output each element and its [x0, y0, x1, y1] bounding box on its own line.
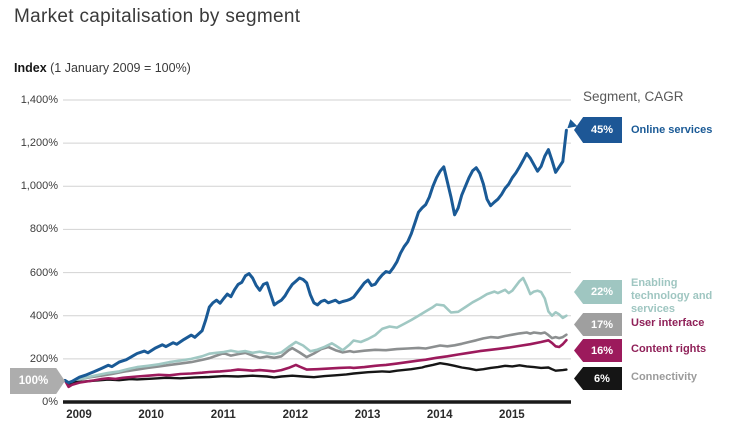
x-tick-label: 2012 [282, 409, 309, 421]
legend-label-user-interface: User interface [631, 317, 705, 329]
y-tick-label: 600% [29, 266, 58, 279]
cagr-tag-online-services: 45% [574, 117, 622, 143]
y-tick-label: 1,000% [20, 180, 58, 193]
x-tick-label: 2015 [499, 409, 525, 421]
axis-note-detail: (1 January 2009 = 100%) [46, 61, 191, 75]
y-tick-label: 1,200% [20, 137, 58, 150]
cagr-tag-enabling-technology-and-services: 22% [574, 280, 622, 304]
cagr-tag-connectivity: 6% [574, 367, 622, 390]
y-tick-label: 400% [29, 309, 58, 322]
cagr-tag-user-interface: 17% [574, 313, 622, 336]
legend-label-online-services: Online services [631, 124, 713, 136]
page-title: Market capitalisation by segment [14, 6, 301, 27]
x-tick-label: 2013 [354, 409, 381, 421]
index-start-tag: 100% [10, 368, 65, 394]
y-tick-label: 1,400% [20, 94, 58, 106]
legend-label-enabling-technology-and-services: Enabling technology and services [631, 277, 713, 315]
y-tick-label: 200% [29, 352, 58, 365]
legend-label-connectivity: Connectivity [631, 371, 698, 383]
cagr-tag-content-rights: 16% [574, 339, 622, 362]
legend-header: Segment, CAGR [583, 89, 684, 104]
axis-note: Index (1 January 2009 = 100%) [14, 61, 191, 75]
x-tick-label: 2011 [210, 409, 236, 421]
y-tick-label: 0% [42, 396, 58, 408]
x-tick-label: 2009 [66, 409, 92, 421]
axis-note-index: Index [14, 61, 47, 75]
x-tick-label: 2010 [138, 409, 164, 421]
x-tick-label: 2014 [426, 409, 453, 421]
y-tick-label: 800% [29, 223, 58, 236]
legend-label-content-rights: Content rights [631, 343, 707, 355]
